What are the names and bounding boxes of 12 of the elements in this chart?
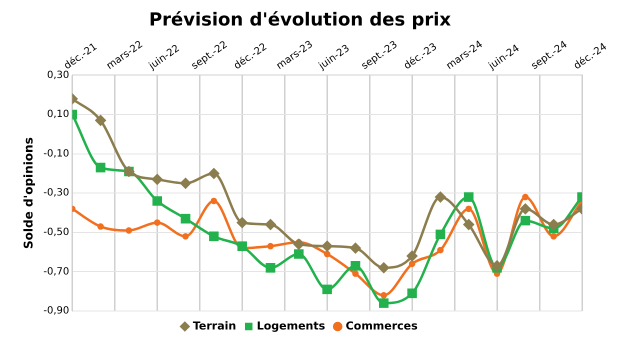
legend-label: Commerces [346, 319, 418, 332]
y-axis-title: Solde d'opinions [21, 137, 36, 249]
y-tick-label: -0,90 [43, 306, 70, 317]
y-tick-label: -0,50 [43, 227, 70, 238]
y-tick-label: -0,30 [43, 188, 70, 199]
y-tick-label: 0,30 [47, 70, 70, 81]
y-tick-label: -0,70 [43, 266, 70, 278]
chart-title: Prévision d'évolution des prix [148, 9, 452, 30]
legend-label: Terrain [192, 319, 236, 332]
legend-label: Logements [256, 319, 326, 332]
y-tick-label: -0,10 [43, 148, 70, 160]
y-tick-label: 0,10 [47, 109, 70, 120]
